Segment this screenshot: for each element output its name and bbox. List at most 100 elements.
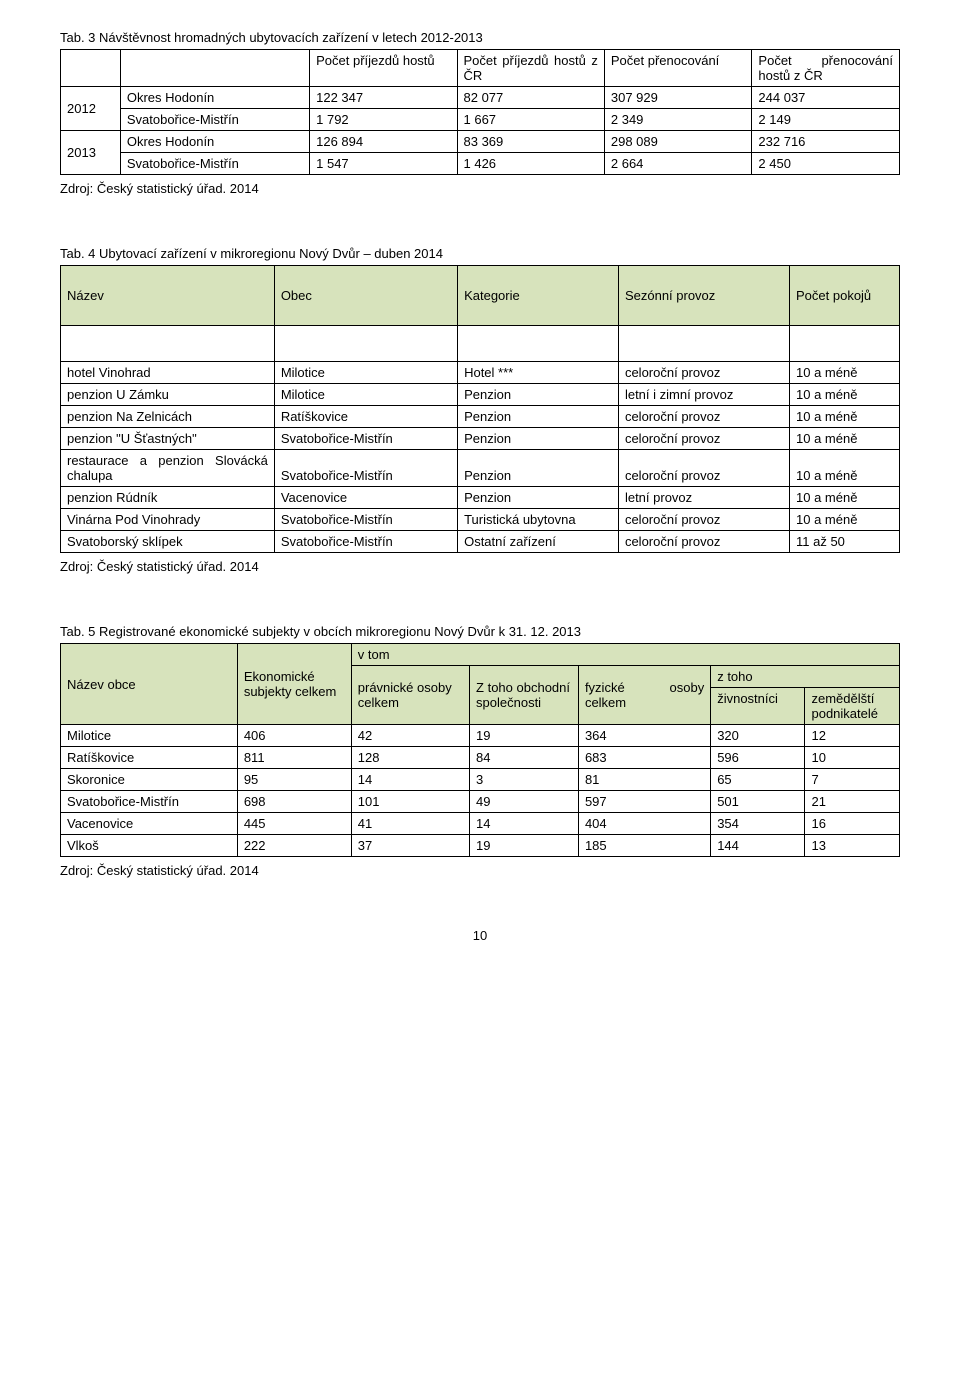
table3-header-ztoho2: z toho	[711, 666, 900, 688]
data-cell: 2 450	[752, 153, 900, 175]
table-row: Vinárna Pod Vinohrady Svatobořice-Mistří…	[61, 509, 900, 531]
name-cell: penzion U Zámku	[61, 384, 275, 406]
obec-cell: Ratíškovice	[274, 406, 457, 428]
table-row: 2013 Okres Hodonín 126 894 83 369 298 08…	[61, 131, 900, 153]
label-cell: Svatobořice-Mistřín	[120, 153, 309, 175]
name-cell: restaurace a penzion Slovácká chalupa	[61, 450, 275, 487]
data-cell: 37	[351, 835, 469, 857]
table3-header-ztoho: Z toho obchodní společnosti	[470, 666, 579, 725]
data-cell: 307 929	[604, 87, 752, 109]
year-cell: 2013	[61, 131, 121, 175]
data-cell: 406	[237, 725, 351, 747]
table-row: 2012 Okres Hodonín 122 347 82 077 307 92…	[61, 87, 900, 109]
data-cell: 222	[237, 835, 351, 857]
data-cell: 95	[237, 769, 351, 791]
label-cell: Okres Hodonín	[120, 87, 309, 109]
data-cell: 1 547	[310, 153, 457, 175]
data-cell: 19	[470, 835, 579, 857]
kat-cell: Penzion	[458, 450, 619, 487]
data-cell: 7	[805, 769, 900, 791]
data-cell: 1 667	[457, 109, 604, 131]
name-cell: hotel Vinohrad	[61, 362, 275, 384]
table2-header-kat: Kategorie	[458, 266, 619, 326]
data-cell: 354	[711, 813, 805, 835]
table3-header-row1: Název obce Ekonomické subjekty celkem v …	[61, 644, 900, 666]
data-cell: 49	[470, 791, 579, 813]
data-cell: 232 716	[752, 131, 900, 153]
table3-title: Tab. 5 Registrované ekonomické subjekty …	[60, 624, 900, 639]
table3-header-zem: zemědělští podnikatelé	[805, 688, 900, 725]
name-cell: penzion Rúdník	[61, 487, 275, 509]
data-cell: 101	[351, 791, 469, 813]
data-cell: 126 894	[310, 131, 457, 153]
data-cell: 16	[805, 813, 900, 835]
obec-cell: Svatobořice-Mistřín	[274, 428, 457, 450]
table1-title: Tab. 3 Návštěvnost hromadných ubytovacíc…	[60, 30, 900, 45]
data-cell: 2 149	[752, 109, 900, 131]
sez-cell: celoroční provoz	[618, 362, 789, 384]
sez-cell: celoroční provoz	[618, 531, 789, 553]
name-cell: penzion "U Šťastných"	[61, 428, 275, 450]
data-cell: 320	[711, 725, 805, 747]
obec-cell: Svatobořice-Mistřín	[274, 509, 457, 531]
table3: Název obce Ekonomické subjekty celkem v …	[60, 643, 900, 857]
obec-cell: Svatobořice-Mistřín	[274, 450, 457, 487]
kat-cell: Penzion	[458, 406, 619, 428]
sez-cell: celoroční provoz	[618, 428, 789, 450]
pok-cell: 10 a méně	[790, 362, 900, 384]
table2-source: Zdroj: Český statistický úřad. 2014	[60, 559, 900, 574]
kat-cell: Turistická ubytovna	[458, 509, 619, 531]
obec-cell: Vacenovice	[61, 813, 238, 835]
table-row: penzion "U Šťastných" Svatobořice-Mistří…	[61, 428, 900, 450]
label-cell: Svatobořice-Mistřín	[120, 109, 309, 131]
pok-cell: 10 a méně	[790, 428, 900, 450]
page-number: 10	[60, 928, 900, 943]
data-cell: 2 349	[604, 109, 752, 131]
sez-cell: celoroční provoz	[618, 406, 789, 428]
sez-cell: celoroční provoz	[618, 450, 789, 487]
kat-cell: Ostatní zařízení	[458, 531, 619, 553]
data-cell: 1 426	[457, 153, 604, 175]
pok-cell: 10 a méně	[790, 384, 900, 406]
table3-header-prav: právnické osoby celkem	[351, 666, 469, 725]
data-cell: 84	[470, 747, 579, 769]
table2-header-sez: Sezónní provoz	[618, 266, 789, 326]
table-row: Skoronice 95 14 3 81 65 7	[61, 769, 900, 791]
data-cell: 42	[351, 725, 469, 747]
data-cell: 81	[578, 769, 710, 791]
data-cell: 698	[237, 791, 351, 813]
data-cell: 1 792	[310, 109, 457, 131]
table2-title: Tab. 4 Ubytovací zařízení v mikroregionu…	[60, 246, 900, 261]
kat-cell: Penzion	[458, 487, 619, 509]
table-row: Svatobořice-Mistřín 1 792 1 667 2 349 2 …	[61, 109, 900, 131]
table3-header-fyz: fyzické osoby celkem	[578, 666, 710, 725]
table-row: penzion U Zámku Milotice Penzion letní i…	[61, 384, 900, 406]
data-cell: 404	[578, 813, 710, 835]
table-row: Vacenovice 445 41 14 404 354 16	[61, 813, 900, 835]
data-cell: 2 664	[604, 153, 752, 175]
table1-header-c4: Počet přenocování hostů z ČR	[752, 50, 900, 87]
kat-cell: Penzion	[458, 428, 619, 450]
kat-cell: Hotel ***	[458, 362, 619, 384]
pok-cell: 10 a méně	[790, 450, 900, 487]
table3-header-ziv: živnostníci	[711, 688, 805, 725]
table1-header-c1: Počet příjezdů hostů	[310, 50, 457, 87]
table-row: hotel Vinohrad Milotice Hotel *** celoro…	[61, 362, 900, 384]
spacer-row	[61, 326, 900, 362]
table1-header-c3: Počet přenocování	[604, 50, 752, 87]
table3-header-obec: Název obce	[61, 644, 238, 725]
table1-source: Zdroj: Český statistický úřad. 2014	[60, 181, 900, 196]
data-cell: 144	[711, 835, 805, 857]
label-cell: Okres Hodonín	[120, 131, 309, 153]
table-row: Svatobořice-Mistřín 1 547 1 426 2 664 2 …	[61, 153, 900, 175]
table3-header-vtom: v tom	[351, 644, 899, 666]
data-cell: 12	[805, 725, 900, 747]
pok-cell: 10 a méně	[790, 509, 900, 531]
pok-cell: 10 a méně	[790, 406, 900, 428]
data-cell: 596	[711, 747, 805, 769]
data-cell: 14	[351, 769, 469, 791]
data-cell: 14	[470, 813, 579, 835]
table2-header-row: Název Obec Kategorie Sezónní provoz Poče…	[61, 266, 900, 326]
table2-header-pok: Počet pokojů	[790, 266, 900, 326]
obec-cell: Skoronice	[61, 769, 238, 791]
